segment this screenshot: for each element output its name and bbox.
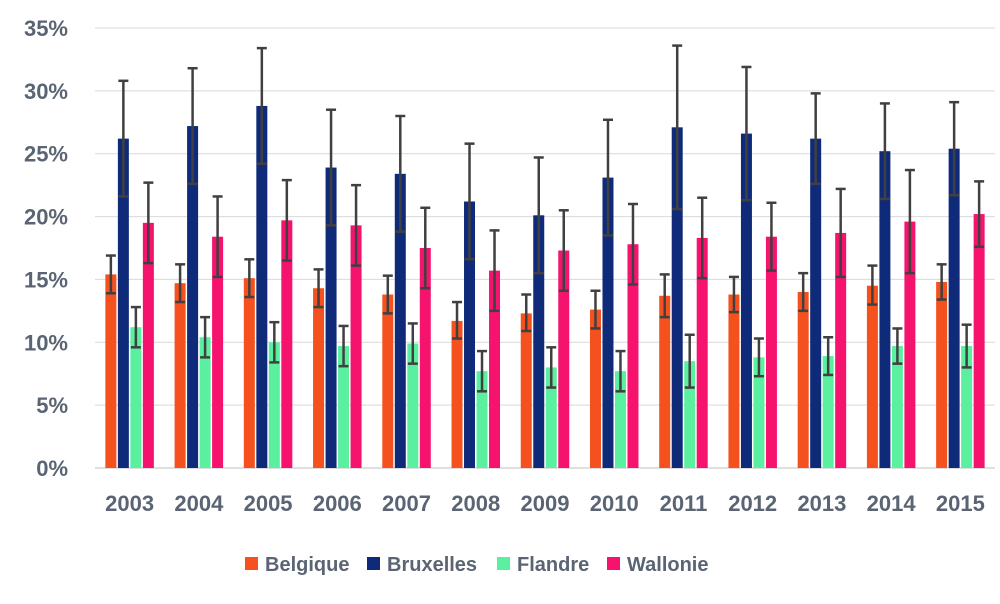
bar-flandre: [684, 361, 696, 468]
bar-belgique: [936, 281, 948, 468]
y-tick-label: 15%: [24, 267, 68, 292]
legend: Belgique Bruxelles Flandre Wallonie: [245, 554, 708, 576]
legend-label-wallonie: Wallonie: [627, 554, 708, 576]
y-tick-label: 0%: [36, 456, 68, 481]
bar-flandre: [476, 371, 488, 468]
bar-belgique: [659, 295, 671, 468]
bar-bruxelles: [256, 105, 268, 468]
x-tick-label: 2008: [451, 491, 500, 516]
bar-belgique: [174, 283, 186, 468]
x-tick-label: 2006: [313, 491, 362, 516]
y-tick-label: 25%: [24, 142, 68, 167]
error-bars: [105, 44, 985, 393]
x-tick-label: 2003: [105, 491, 154, 516]
bar-wallonie: [281, 220, 293, 468]
x-tick-label: 2013: [797, 491, 846, 516]
bar-belgique: [382, 294, 394, 468]
bar-wallonie: [696, 237, 708, 468]
bar-bruxelles: [948, 148, 960, 468]
x-tick-label: 2009: [521, 491, 570, 516]
bar-belgique: [313, 288, 325, 468]
gridlines: [95, 27, 995, 469]
bar-wallonie: [419, 248, 431, 468]
legend-swatch-belgique: [245, 557, 258, 570]
bar-bruxelles: [117, 138, 129, 468]
x-tick-label: 2004: [174, 491, 224, 516]
bar-wallonie: [489, 270, 501, 468]
bar-flandre: [407, 343, 419, 468]
bar-belgique: [589, 309, 601, 468]
bar-wallonie: [350, 225, 362, 468]
bar-belgique: [520, 313, 532, 468]
bar-belgique: [728, 294, 740, 468]
bar-flandre: [338, 346, 350, 468]
legend-label-belgique: Belgique: [265, 554, 349, 576]
bar-bruxelles: [602, 177, 614, 468]
y-axis-ticks: 0% 5% 10% 15% 20% 25% 30% 35%: [24, 16, 68, 481]
bar-bruxelles: [810, 138, 822, 468]
bar-belgique: [451, 320, 463, 468]
bar-belgique: [105, 274, 117, 468]
bar-belgique: [243, 278, 255, 468]
legend-label-flandre: Flandre: [517, 554, 589, 576]
x-tick-label: 2007: [382, 491, 431, 516]
bar-wallonie: [765, 236, 777, 468]
bar-flandre: [199, 337, 211, 468]
bar-bruxelles: [325, 167, 337, 469]
y-tick-label: 30%: [24, 79, 68, 104]
bar-flandre: [753, 357, 765, 468]
x-tick-label: 2012: [728, 491, 777, 516]
y-tick-label: 10%: [24, 330, 68, 355]
bars: [105, 105, 985, 469]
bar-wallonie: [973, 214, 985, 468]
legend-swatch-wallonie: [607, 557, 620, 570]
bar-flandre: [268, 342, 280, 468]
bar-bruxelles: [879, 151, 891, 468]
x-tick-label: 2015: [936, 491, 985, 516]
x-tick-label: 2005: [244, 491, 293, 516]
bar-wallonie: [627, 244, 639, 468]
legend-label-bruxelles: Bruxelles: [387, 554, 477, 576]
bar-bruxelles: [187, 126, 199, 469]
bar-bruxelles: [671, 127, 683, 469]
legend-swatch-flandre: [497, 557, 510, 570]
x-tick-label: 2010: [590, 491, 639, 516]
bar-flandre: [614, 371, 626, 468]
bar-flandre: [822, 356, 834, 468]
bar-wallonie: [212, 236, 224, 468]
bar-flandre: [130, 327, 142, 468]
legend-swatch-bruxelles: [367, 557, 380, 570]
bar-wallonie: [558, 250, 570, 468]
y-tick-label: 5%: [36, 393, 68, 418]
bar-wallonie: [835, 232, 847, 468]
x-axis-ticks: 2003 2004 2005 2006 2007 2008 2009 2010 2011 2012…: [105, 491, 985, 516]
y-tick-label: 35%: [24, 16, 68, 41]
bar-bruxelles: [394, 173, 406, 469]
bar-flandre: [961, 346, 973, 468]
bar-flandre: [545, 367, 557, 468]
bar-wallonie: [904, 221, 916, 468]
x-tick-label: 2014: [867, 491, 917, 516]
bar-flandre: [891, 346, 903, 468]
x-tick-label: 2011: [660, 491, 708, 516]
bar-belgique: [797, 292, 809, 468]
bar-bruxelles: [464, 201, 476, 468]
y-tick-label: 20%: [24, 205, 68, 230]
bar-wallonie: [142, 222, 154, 468]
bar-bruxelles: [533, 215, 545, 468]
bar-belgique: [866, 285, 878, 468]
bar-bruxelles: [740, 133, 752, 468]
